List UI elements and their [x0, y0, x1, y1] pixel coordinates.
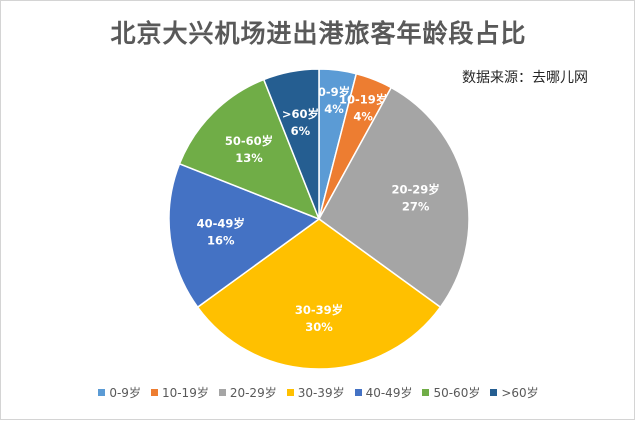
legend-item-2: 20-29岁 [218, 384, 277, 401]
chart-legend: 0-9岁 10-19岁 20-29岁 30-39岁 40-49岁 50-60岁 >60岁 [1, 384, 635, 401]
chart-title: 北京大兴机场进出港旅客年龄段占比 [110, 19, 527, 48]
legend-item-0: 0-9岁 [98, 384, 141, 401]
slice-label-5: 50-60岁 13% [225, 134, 273, 165]
legend-swatch-4 [354, 389, 362, 396]
slice-label-2: 20-29岁 27% [391, 182, 439, 213]
slice-label-1: 10-19岁 4% [339, 92, 387, 123]
pie-slice-4 [168, 162, 321, 309]
legend-swatch-3 [286, 389, 294, 396]
legend-swatch-1 [150, 389, 158, 396]
legend-label-1: 10-19岁 [161, 386, 209, 400]
legend-swatch-0 [98, 389, 106, 396]
slice-label-3: 30-39岁 30% [295, 303, 343, 334]
slice-label-4: 40-49岁 16% [197, 216, 245, 247]
pie-slice-6 [262, 68, 320, 220]
legend-label-3: 30-39岁 [297, 386, 345, 400]
source-note: 数据来源：去哪儿网 [462, 70, 588, 86]
legend-item-6: >60岁 [490, 384, 539, 401]
pie-slice-2 [318, 86, 470, 309]
legend-label-4: 40-49岁 [365, 386, 413, 400]
legend-item-3: 30-39岁 [286, 384, 345, 401]
pie-slice-3 [196, 218, 442, 370]
legend-label-6: >60岁 [501, 386, 539, 400]
legend-swatch-5 [422, 389, 430, 396]
legend-swatch-6 [490, 389, 498, 396]
legend-label-5: 50-60岁 [433, 386, 481, 400]
legend-item-4: 40-49岁 [354, 384, 413, 401]
slice-label-0: 0-9岁 4% [318, 85, 350, 116]
slice-label-6: >60岁 6% [282, 107, 319, 138]
pie-slice-5 [178, 78, 321, 221]
legend-swatch-2 [218, 389, 226, 396]
legend-item-1: 10-19岁 [150, 384, 209, 401]
legend-item-5: 50-60岁 [422, 384, 480, 401]
legend-label-0: 0-9岁 [109, 386, 141, 400]
legend-label-2: 20-29岁 [229, 386, 277, 400]
